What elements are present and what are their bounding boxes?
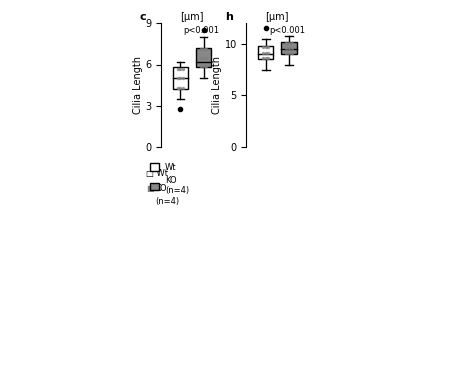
- Y-axis label: Cilia Length: Cilia Length: [212, 56, 222, 114]
- Legend: Wt, KO
(n=4): Wt, KO (n=4): [147, 159, 192, 199]
- Text: □ Wt: □ Wt: [146, 170, 168, 178]
- Text: [μm]: [μm]: [265, 12, 289, 22]
- FancyBboxPatch shape: [281, 42, 297, 54]
- Text: ■: ■: [146, 184, 154, 193]
- Text: (n=4): (n=4): [155, 197, 179, 205]
- Text: p<0.001: p<0.001: [269, 26, 305, 35]
- Y-axis label: Cilia Length: Cilia Length: [133, 56, 143, 114]
- FancyBboxPatch shape: [258, 46, 273, 59]
- Text: [μm]: [μm]: [180, 12, 204, 22]
- Text: p<0.001: p<0.001: [184, 26, 219, 35]
- FancyBboxPatch shape: [173, 67, 188, 89]
- Text: KO: KO: [155, 184, 167, 193]
- Text: h: h: [225, 12, 233, 22]
- Text: c: c: [140, 12, 146, 22]
- FancyBboxPatch shape: [196, 48, 211, 67]
